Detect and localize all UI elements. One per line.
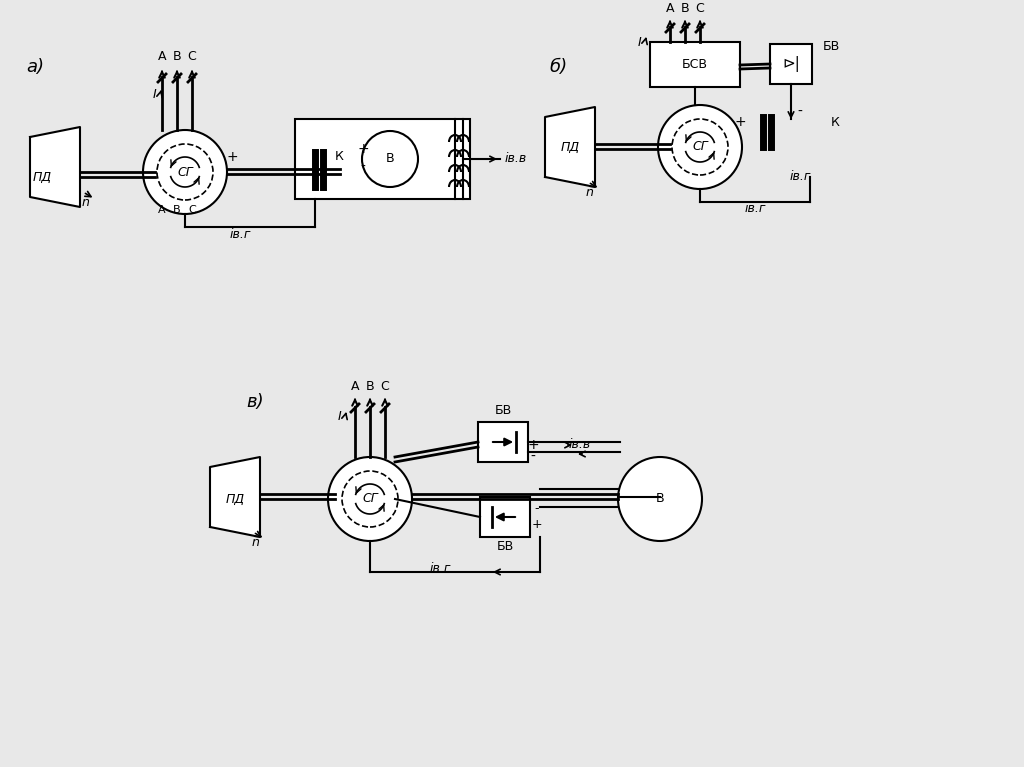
- Text: I: I: [338, 410, 342, 423]
- Text: A: A: [351, 380, 359, 393]
- Text: iв.г: iв.г: [744, 202, 766, 216]
- Text: БСВ: БСВ: [682, 58, 708, 71]
- Text: в): в): [246, 393, 264, 411]
- Text: iв.г: iв.г: [790, 170, 811, 183]
- Text: B: B: [173, 51, 181, 64]
- Bar: [480, 497, 530, 537]
- Text: n: n: [81, 196, 89, 209]
- Text: -: -: [360, 160, 366, 174]
- Text: C: C: [187, 51, 197, 64]
- Text: СГ: СГ: [362, 492, 378, 505]
- Text: I: I: [154, 88, 157, 101]
- Text: +: +: [531, 518, 543, 532]
- Text: ПД: ПД: [225, 492, 245, 505]
- Text: ⊳|: ⊳|: [782, 56, 800, 72]
- Text: +: +: [527, 438, 539, 452]
- Text: СГ: СГ: [692, 140, 708, 153]
- Text: БВ: БВ: [495, 403, 512, 416]
- Text: A: A: [158, 51, 166, 64]
- Circle shape: [658, 105, 742, 189]
- Text: A: A: [666, 2, 674, 15]
- Text: ПД: ПД: [560, 140, 580, 153]
- Text: n: n: [586, 186, 594, 199]
- Text: +: +: [226, 150, 238, 164]
- Text: iв.в: iв.в: [569, 439, 591, 452]
- Text: В: В: [655, 492, 665, 505]
- Text: B: B: [681, 2, 689, 15]
- Bar: [770, 44, 812, 84]
- Bar: [478, 422, 528, 462]
- Text: -: -: [535, 502, 540, 515]
- Circle shape: [143, 130, 227, 214]
- Text: iв.г: iв.г: [429, 562, 451, 575]
- Text: iв.г: iв.г: [229, 229, 251, 242]
- Text: +: +: [734, 115, 745, 129]
- Circle shape: [362, 131, 418, 187]
- Text: -: -: [530, 450, 536, 464]
- Bar: [650, 42, 740, 87]
- Text: B: B: [366, 380, 375, 393]
- Circle shape: [618, 457, 702, 541]
- Text: В: В: [386, 153, 394, 166]
- Text: C: C: [381, 380, 389, 393]
- Polygon shape: [30, 127, 80, 207]
- Text: К: К: [830, 116, 840, 129]
- Text: БВ: БВ: [497, 541, 514, 554]
- Text: -: -: [798, 105, 803, 119]
- Polygon shape: [210, 457, 260, 537]
- Text: I: I: [638, 35, 642, 48]
- Text: К: К: [335, 150, 344, 163]
- Text: C: C: [695, 2, 705, 15]
- Text: ПД: ПД: [33, 170, 51, 183]
- Text: B: B: [173, 205, 181, 215]
- Text: +: +: [357, 142, 369, 156]
- Circle shape: [328, 457, 412, 541]
- Text: iв.в: iв.в: [505, 153, 527, 166]
- Text: n: n: [251, 535, 259, 548]
- Bar: [295, 119, 470, 199]
- Text: A: A: [158, 205, 166, 215]
- Text: СГ: СГ: [177, 166, 193, 179]
- Text: а): а): [26, 58, 44, 76]
- Polygon shape: [545, 107, 595, 187]
- Text: C: C: [188, 205, 196, 215]
- Text: б): б): [549, 58, 567, 76]
- Text: БВ: БВ: [823, 41, 841, 54]
